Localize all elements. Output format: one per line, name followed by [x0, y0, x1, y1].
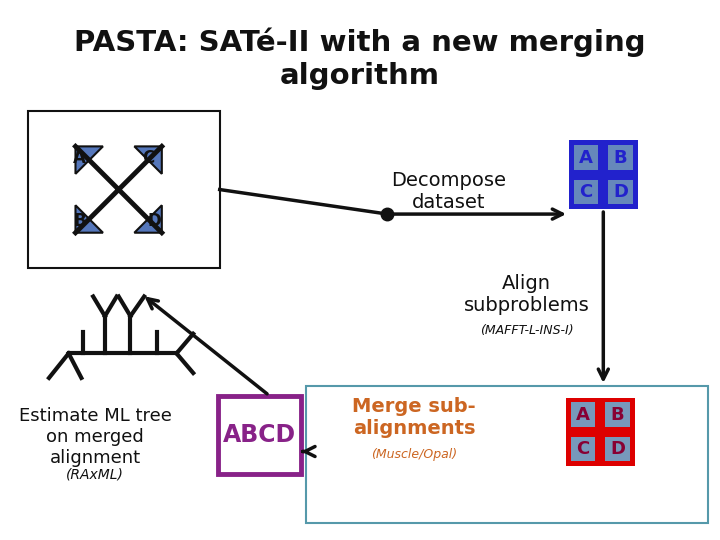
Text: (MAFFT-L-INS-I): (MAFFT-L-INS-I)	[480, 325, 574, 338]
Bar	[28, 111, 220, 268]
Bar	[571, 437, 595, 461]
Bar	[608, 180, 633, 204]
Bar	[606, 437, 630, 461]
Bar	[569, 175, 603, 209]
Text: D: D	[147, 212, 161, 230]
Text: D: D	[613, 183, 628, 201]
Polygon shape	[76, 146, 103, 174]
Bar	[306, 386, 708, 523]
Text: algorithm: algorithm	[280, 62, 440, 90]
Bar	[571, 402, 595, 427]
Bar	[608, 145, 633, 170]
Text: Merge sub-
alignments: Merge sub- alignments	[352, 397, 476, 437]
Text: C: C	[580, 183, 593, 201]
Text: (Muscle/Opal): (Muscle/Opal)	[371, 448, 457, 461]
Bar	[603, 140, 638, 175]
Bar	[574, 145, 598, 170]
Bar	[600, 432, 635, 466]
Text: (RAxML): (RAxML)	[66, 467, 124, 481]
Text: B: B	[73, 212, 86, 230]
Bar	[574, 180, 598, 204]
Text: ABCD: ABCD	[223, 423, 296, 447]
Polygon shape	[135, 146, 162, 174]
Bar	[566, 432, 600, 466]
Polygon shape	[135, 205, 162, 233]
Text: C: C	[142, 149, 154, 167]
Text: B: B	[611, 406, 624, 424]
Bar	[566, 397, 600, 432]
Text: PASTA: SATé-II with a new merging: PASTA: SATé-II with a new merging	[74, 28, 646, 57]
Text: A: A	[579, 148, 593, 167]
Text: B: B	[613, 148, 627, 167]
Text: C: C	[577, 440, 590, 458]
Text: A: A	[576, 406, 590, 424]
Bar	[603, 175, 638, 209]
Bar	[569, 140, 603, 175]
Bar	[606, 402, 630, 427]
Text: D: D	[610, 440, 625, 458]
Polygon shape	[76, 205, 103, 233]
Text: A: A	[73, 149, 86, 167]
Text: Align
subproblems: Align subproblems	[464, 274, 590, 315]
Text: Estimate ML tree
on merged
alignment: Estimate ML tree on merged alignment	[19, 407, 171, 467]
Text: Decompose
dataset: Decompose dataset	[391, 171, 505, 212]
Bar	[217, 396, 301, 474]
Bar	[600, 397, 635, 432]
